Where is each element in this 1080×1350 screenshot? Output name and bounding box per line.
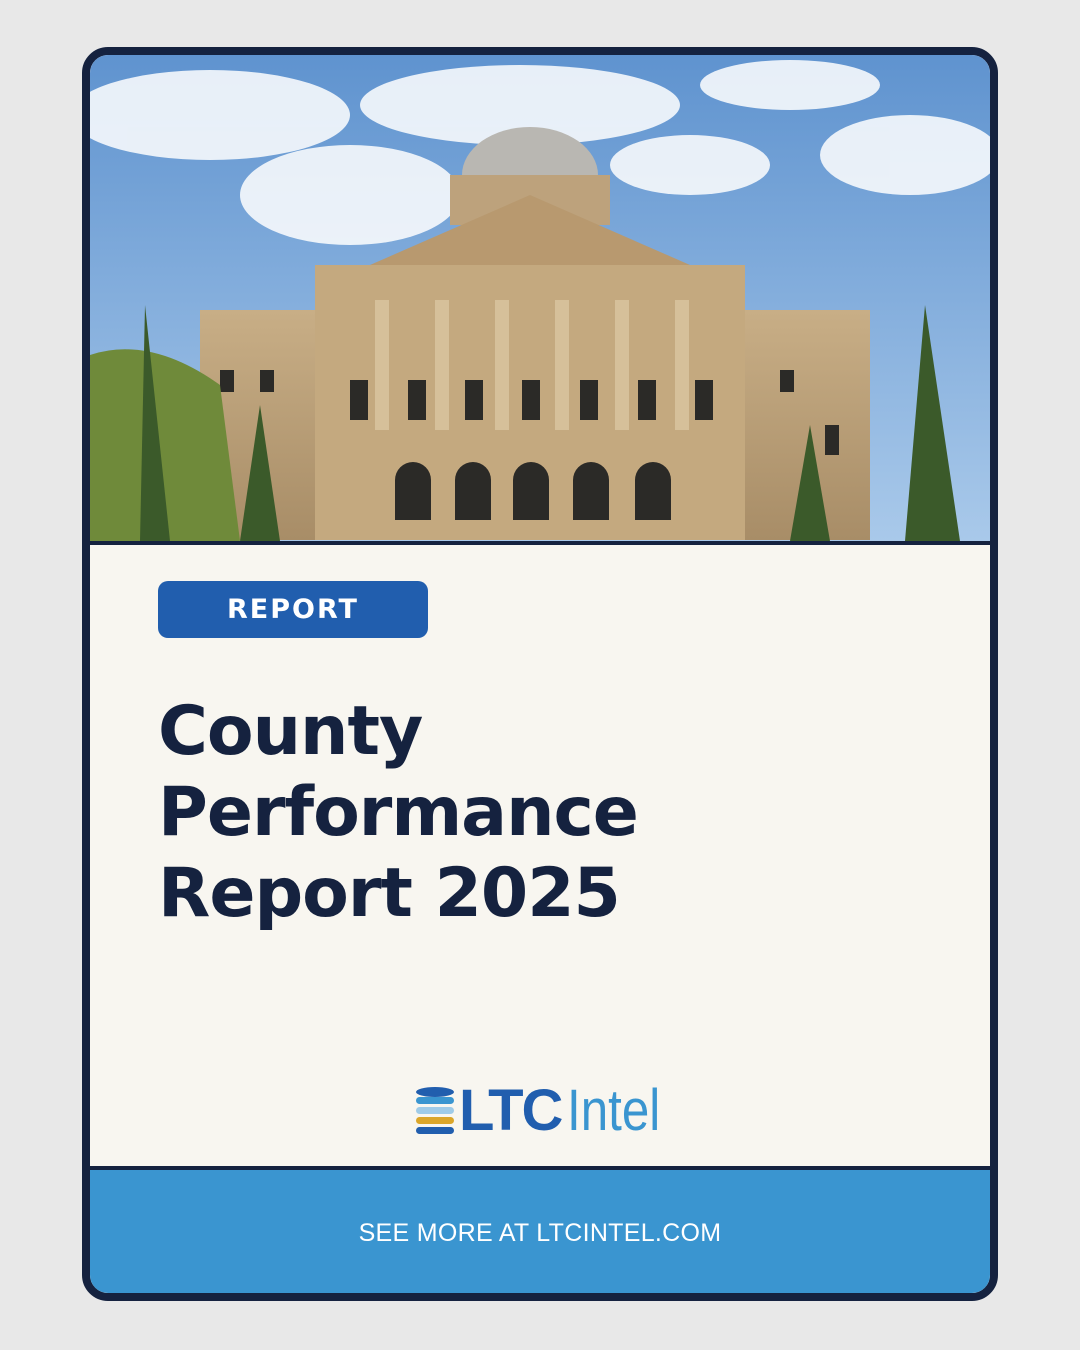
database-stack-icon <box>416 1086 454 1134</box>
title-line: Report 2025 <box>158 854 621 933</box>
ltcintel-logo: LTC Intel <box>415 1077 677 1144</box>
title-line: County <box>158 692 423 771</box>
page-title: County Performance Report 2025 <box>158 691 639 934</box>
courthouse-photo <box>90 55 990 545</box>
title-line: Performance <box>158 773 639 852</box>
logo-text-ltc: LTC <box>459 1078 563 1143</box>
logo-text-intel: Intel <box>567 1078 661 1143</box>
footer-link[interactable]: SEE MORE AT LTCINTEL.COM <box>90 1166 990 1293</box>
report-badge: REPORT <box>158 581 428 638</box>
report-cover-card: REPORT County Performance Report 2025 LT… <box>82 47 998 1301</box>
